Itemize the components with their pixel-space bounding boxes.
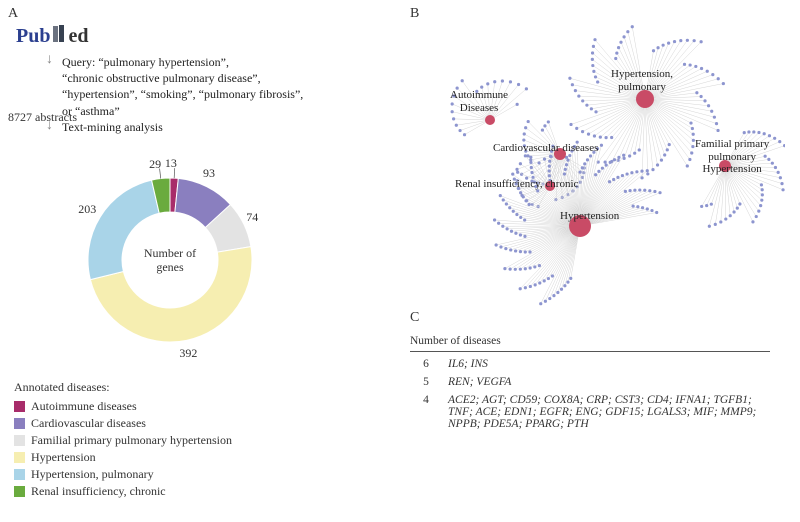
- donut-value-label: 203: [78, 202, 96, 217]
- panel-c-label: C: [410, 310, 419, 326]
- pubmed-logo: Pubed: [16, 24, 88, 49]
- gene-table-header: Number of diseases: [410, 335, 770, 352]
- network-hub: [485, 115, 495, 125]
- legend-row: Hypertension, pulmonary: [14, 467, 232, 482]
- legend-row: Renal insufficiency, chronic: [14, 484, 232, 499]
- gene-list: REN; VEGFA: [448, 376, 511, 388]
- legend-row: Familial primary pulmonary hypertension: [14, 433, 232, 448]
- gene-table: Number of diseases 6IL6; INS5REN; VEGFA4…: [410, 335, 770, 430]
- donut-value-label: 74: [246, 210, 258, 225]
- donut-chart: Number ofgenes 13937439220329: [60, 150, 280, 370]
- network-hub-label: Renal insufficiency, chronic: [455, 178, 578, 191]
- legend-swatch: [14, 486, 25, 497]
- legend-label: Autoimmune diseases: [31, 399, 137, 414]
- network-hub-label: AutoimmuneDiseases: [450, 89, 508, 114]
- legend-swatch: [14, 469, 25, 480]
- legend-row: Hypertension: [14, 450, 232, 465]
- legend-label: Hypertension: [31, 450, 96, 465]
- pubmed-logo-med: ed: [68, 25, 88, 47]
- gene-count: 4: [410, 388, 448, 430]
- network-hub-label: Hypertension: [560, 210, 619, 223]
- network-hub-label: Hypertension,pulmonary: [611, 68, 673, 93]
- donut-svg: [60, 150, 280, 370]
- legend-row: Cardiovascular diseases: [14, 416, 232, 431]
- legend-row: Autoimmune diseases: [14, 399, 232, 414]
- donut-value-label: 93: [203, 166, 215, 181]
- legend-swatch: [14, 435, 25, 446]
- donut-value-label: 29: [149, 157, 161, 172]
- pubmed-logo-book-icon: [51, 24, 67, 49]
- network-graph: AutoimmuneDiseases Hypertension,pulmonary…: [355, 16, 785, 306]
- donut-value-label: 392: [179, 346, 197, 361]
- legend-title: Annotated diseases:: [14, 380, 232, 395]
- network-hub-label: Cardiovascular diseases: [493, 142, 598, 155]
- arrow-icon: ↓: [46, 118, 53, 134]
- table-row: 4ACE2; AGT; CD59; COX8A; CRP; CST3; CD4;…: [410, 388, 770, 430]
- gene-list: ACE2; AGT; CD59; COX8A; CRP; CST3; CD4; …: [448, 394, 756, 430]
- legend-swatch: [14, 452, 25, 463]
- legend-label: Renal insufficiency, chronic: [31, 484, 166, 499]
- mining-label: Text-mining analysis: [62, 120, 163, 135]
- gene-count: 5: [410, 370, 448, 388]
- table-row: 5REN; VEGFA: [410, 370, 770, 388]
- panel-a-label: A: [8, 6, 18, 22]
- table-row: 6IL6; INS: [410, 352, 770, 371]
- donut-segment: [88, 180, 159, 280]
- legend-swatch: [14, 401, 25, 412]
- donut-value-label: 13: [165, 156, 177, 171]
- query-text: Query: “pulmonary hypertension”,“chronic…: [62, 54, 342, 119]
- pubmed-logo-pub: Pub: [16, 25, 50, 47]
- legend-swatch: [14, 418, 25, 429]
- legend-label: Familial primary pulmonary hypertension: [31, 433, 232, 448]
- legend-label: Hypertension, pulmonary: [31, 467, 154, 482]
- arrow-icon: ↓: [46, 52, 53, 68]
- legend-label: Cardiovascular diseases: [31, 416, 146, 431]
- network-hub-label: Familial primarypulmonaryHypertension: [695, 138, 769, 176]
- gene-count: 6: [410, 352, 448, 371]
- gene-list: IL6; INS: [448, 358, 488, 370]
- legend: Annotated diseases: Autoimmune diseases C…: [14, 380, 232, 501]
